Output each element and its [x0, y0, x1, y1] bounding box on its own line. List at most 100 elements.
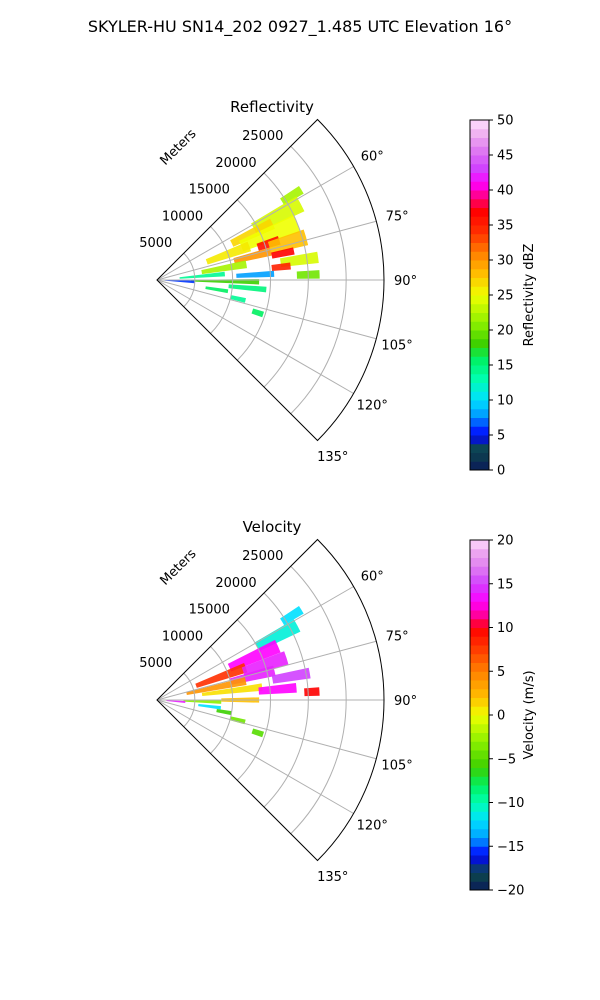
colorbar-label: Velocity (m/s)	[522, 670, 537, 759]
colorbar-tick-label: 45	[497, 149, 514, 164]
colorbar-segment	[470, 566, 489, 576]
echo-cell	[254, 619, 301, 652]
colorbar-segment	[470, 618, 489, 628]
azimuth-tick-label: 60°	[361, 570, 384, 585]
echo-cell	[186, 677, 247, 696]
colorbar-segment	[470, 540, 489, 550]
colorbar-segment	[470, 855, 489, 865]
colorbar-segment	[470, 365, 489, 375]
colorbar-segment	[470, 548, 489, 558]
colorbar-segment	[470, 793, 489, 803]
colorbar-segment	[470, 732, 489, 742]
colorbar-tick-label: 0	[497, 464, 505, 479]
azimuth-tick-label: 90°	[394, 694, 417, 709]
velocity-axis-labels: 60° 75° 90° 105° 120° 135° 5000 10000 15000 20000…	[139, 549, 417, 885]
colorbar-segment	[470, 443, 489, 453]
colorbar-tick-label: 5	[497, 665, 505, 680]
colorbar-segment	[470, 233, 489, 243]
echo-cell	[227, 639, 281, 672]
colorbar-segment	[470, 452, 489, 462]
colorbar-segment	[470, 645, 489, 655]
colorbar-segment	[470, 190, 489, 200]
echo-cell	[166, 700, 186, 703]
azimuth-gridline	[156, 220, 377, 281]
colorbar-segment	[470, 636, 489, 646]
colorbar-tick-label: 20	[497, 324, 514, 339]
reflectivity-panel: Reflectivity 60° 75° 90° 105° 120° 135° 5000 10…	[139, 98, 417, 465]
azimuth-gridline	[156, 279, 377, 340]
echo-cell	[271, 262, 291, 271]
range-tick-label: 25000	[242, 549, 283, 564]
colorbar-segment	[470, 627, 489, 637]
echo-cell	[238, 214, 301, 252]
echo-cell	[271, 667, 311, 684]
colorbar-segment	[470, 137, 489, 147]
colorbar-segment	[470, 417, 489, 427]
colorbar-segment	[470, 680, 489, 690]
colorbar-segment	[470, 776, 489, 786]
colorbar-segment	[470, 373, 489, 383]
colorbar-segment	[470, 461, 489, 471]
colorbar-tick-label: 5	[497, 429, 505, 444]
colorbar-tick-label: −10	[497, 796, 524, 811]
echo-cell	[251, 728, 265, 738]
colorbar-segment	[470, 120, 489, 130]
colorbar-tick-label: 30	[497, 254, 514, 269]
range-tick-label: 25000	[242, 129, 283, 144]
colorbar-segment	[470, 172, 489, 182]
range-tick-label: 10000	[162, 209, 203, 224]
colorbar-segment	[470, 688, 489, 698]
colorbar-segment	[470, 557, 489, 567]
azimuth-gridline	[156, 166, 354, 281]
colorbar-segment	[470, 723, 489, 733]
colorbar-segment	[470, 207, 489, 217]
reflectivity-axis-labels: 60° 75° 90° 105° 120° 135° 5000 10000 15000 20000…	[139, 129, 417, 465]
velocity-grid	[156, 538, 385, 862]
colorbar-segment	[470, 697, 489, 707]
azimuth-tick-label: 135°	[317, 450, 348, 465]
colorbar-segment	[470, 128, 489, 138]
velocity-panel: Velocity 60° 75° 90° 105° 120° 135° 5000 10000 1…	[139, 518, 417, 885]
colorbar-segment	[470, 828, 489, 838]
colorbar-segment	[470, 741, 489, 751]
colorbar-tick-label: 15	[497, 577, 514, 592]
reflectivity-grid	[156, 118, 385, 442]
range-tick-label: 15000	[189, 603, 230, 618]
colorbar-segment	[470, 662, 489, 672]
colorbar-tick-label: 35	[497, 219, 514, 234]
colorbar-segment	[470, 163, 489, 173]
range-tick-label: 20000	[215, 576, 256, 591]
echo-cell	[164, 280, 195, 284]
colorbar-segment	[470, 242, 489, 252]
colorbar-segment	[470, 811, 489, 821]
azimuth-tick-label: 120°	[357, 818, 388, 833]
echo-cell	[271, 247, 295, 259]
colorbar-segment	[470, 820, 489, 830]
azimuth-gridline	[156, 699, 377, 760]
colorbar-segment	[470, 706, 489, 716]
colorbar-segment	[470, 785, 489, 795]
colorbar-tick-label: −5	[497, 752, 516, 767]
colorbar-segment	[470, 198, 489, 208]
reflectivity-range-label: Meters	[158, 126, 200, 168]
colorbar-tick-label: 10	[497, 394, 514, 409]
echo-cell	[183, 700, 222, 704]
echo-cell	[198, 703, 222, 710]
velocity-colorbar: −20 −15 −10 −5 0 5 10 15 20 Velocity (m/s)	[469, 534, 537, 899]
colorbar-segment	[470, 653, 489, 663]
colorbar-segment	[470, 758, 489, 768]
colorbar-tick-label: 0	[497, 709, 505, 724]
azimuth-tick-label: 105°	[381, 338, 412, 353]
azimuth-tick-label: 75°	[386, 630, 409, 645]
colorbar-segment	[470, 435, 489, 445]
echo-cell	[230, 218, 275, 247]
colorbar-label: Reflectivity dBZ	[522, 244, 537, 347]
colorbar-segment	[470, 251, 489, 261]
colorbar-segment	[470, 356, 489, 366]
colorbar-tick-label: 15	[497, 359, 514, 374]
azimuth-gridline	[156, 640, 377, 701]
azimuth-tick-label: 90°	[394, 274, 417, 289]
colorbar-segment	[470, 802, 489, 812]
colorbar-segment	[470, 575, 489, 585]
